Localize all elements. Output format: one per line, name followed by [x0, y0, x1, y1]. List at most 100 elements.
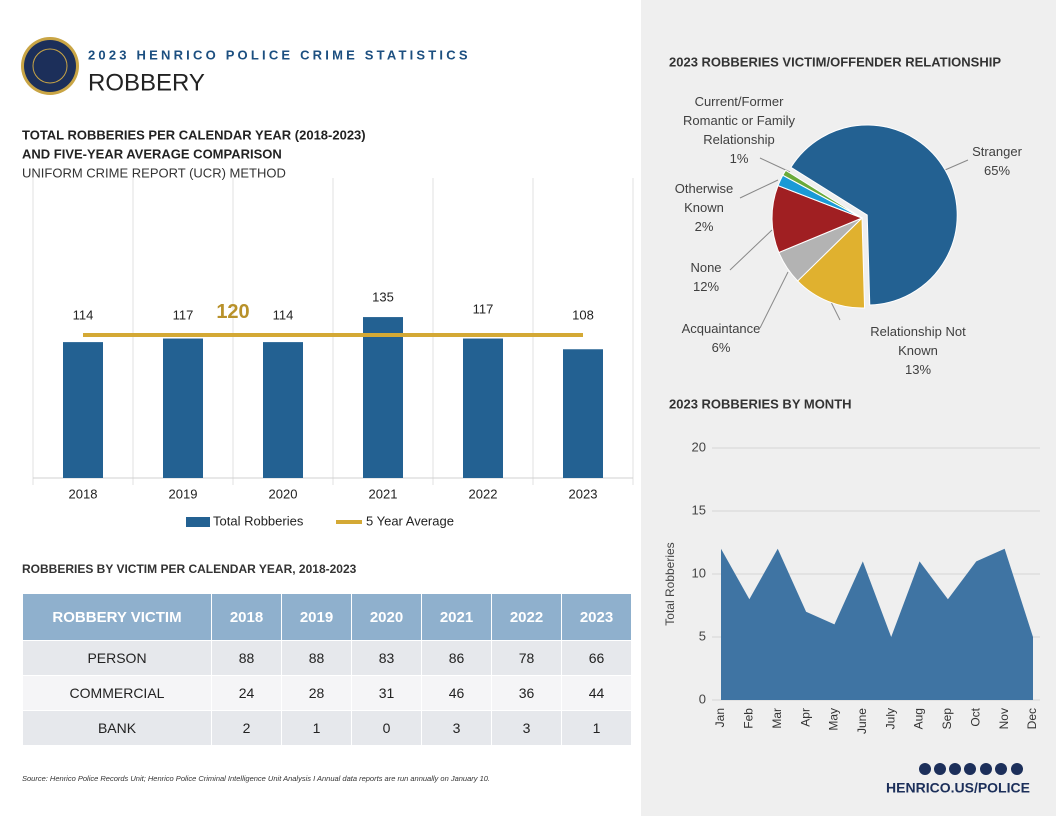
page-subtitle: 2023 HENRICO POLICE CRIME STATISTICS — [88, 47, 471, 62]
pie-label: Current/Former Romantic or Family Relati… — [669, 92, 809, 168]
pie-category: Otherwise Known — [674, 181, 734, 215]
pie-percent: 1% — [729, 151, 749, 166]
bar — [63, 342, 103, 478]
chart-title: AND FIVE-YEAR AVERAGE COMPARISON — [22, 146, 282, 161]
table-cell: BANK — [23, 710, 212, 745]
column-header: 2021 — [421, 594, 492, 641]
legend-swatch — [186, 517, 210, 527]
table-cell: COMMERCIAL — [23, 675, 212, 711]
legend-label: 5 Year Average — [366, 513, 454, 528]
table-cell: 3 — [491, 710, 562, 745]
table-header: ROBBERY VICTIM 2018 2019 2020 2021 2022 2023 — [23, 594, 632, 641]
table-body: PERSON 88 88 83 86 78 66 COMMERCIAL 24 28 31 46 36 44… — [23, 640, 632, 745]
pie-label: None 12% — [676, 258, 736, 296]
x-tick-label: Nov — [997, 708, 1011, 729]
table-cell: 88 — [281, 640, 352, 676]
value-label: 117 — [473, 301, 494, 316]
bar — [363, 317, 403, 478]
pie-leaders — [729, 157, 969, 329]
pie-label: Relationship Not Known 13% — [858, 322, 978, 379]
chart-subtitle: UNIFORM CRIME REPORT (UCR) METHOD — [22, 165, 286, 180]
column-header: 2023 — [561, 594, 632, 641]
table-cell: 28 — [281, 675, 352, 711]
x-tick-label: Oct — [968, 707, 982, 726]
y-axis-label: Total Robberies — [663, 542, 677, 625]
column-header: 2019 — [281, 594, 352, 641]
table-cell: 88 — [211, 640, 282, 676]
x-tick-label: 2020 — [269, 486, 298, 501]
bar — [463, 338, 503, 478]
table-cell: 2 — [211, 710, 282, 745]
table-cell: 83 — [351, 640, 422, 676]
x-tick-label: 2022 — [469, 486, 498, 501]
table-cell: 0 — [351, 710, 422, 745]
x-tick-label: Apr — [798, 708, 812, 727]
table-cell: 24 — [211, 675, 282, 711]
area — [721, 548, 1033, 700]
source-note: Source: Henrico Police Records Unit; Hen… — [22, 774, 490, 783]
x-tick-label: Mar — [770, 708, 784, 729]
x-tick-label: Sep — [940, 708, 954, 730]
pie-percent: 2% — [694, 219, 714, 234]
value-label: 114 — [73, 307, 94, 322]
table-cell: 78 — [491, 640, 562, 676]
pie-category: Current/Former Romantic or Family Relati… — [683, 94, 795, 147]
pie-percent: 13% — [904, 362, 932, 377]
bar — [163, 338, 203, 478]
pie-slice — [782, 169, 863, 219]
column-header: 2020 — [351, 594, 422, 641]
x-tick-label: 2023 — [569, 486, 598, 501]
logo — [24, 40, 76, 92]
chart-title: 2023 ROBBERIES VICTIM/OFFENDER RELATIONS… — [669, 54, 1001, 69]
social-icons — [919, 763, 1023, 775]
pie-category: Relationship Not Known — [870, 324, 966, 358]
table-cell: 3 — [421, 710, 492, 745]
average-label: 120 — [216, 301, 249, 323]
pie-percent: 12% — [692, 279, 720, 294]
x-tick-label: June — [855, 708, 869, 734]
chart-title: TOTAL ROBBERIES PER CALENDAR YEAR (2018-… — [22, 127, 366, 142]
value-label: 108 — [572, 307, 594, 322]
pie-slice — [771, 184, 864, 254]
column-header: 2022 — [491, 594, 562, 641]
value-label: 117 — [173, 307, 194, 322]
column-header: ROBBERY VICTIM — [23, 594, 212, 641]
x-tick-label: May — [827, 708, 841, 731]
y-tick-label: 5 — [699, 628, 706, 643]
y-tick-label: 0 — [699, 691, 706, 706]
legend-label: Total Robberies — [213, 513, 304, 528]
chart-title: 2023 ROBBERIES BY MONTH — [669, 396, 852, 411]
pie-percent: 65% — [983, 163, 1011, 178]
x-tick-label: 2019 — [169, 486, 198, 501]
x-tick-label: July — [883, 708, 897, 729]
y-tick-label: 15 — [692, 502, 706, 517]
table-row: PERSON 88 88 83 86 78 66 — [23, 640, 632, 676]
pie-label: Otherwise Known 2% — [664, 179, 744, 236]
x-tick-label: Jan — [713, 708, 727, 727]
table-title: ROBBERIES BY VICTIM PER CALENDAR YEAR, 2… — [22, 562, 357, 576]
pie-slice — [790, 124, 958, 306]
site-url[interactable]: HENRICO.US/POLICE — [886, 780, 1030, 796]
bar — [563, 349, 603, 478]
table-cell: 31 — [351, 675, 422, 711]
data-table: ROBBERY VICTIM 2018 2019 2020 2021 2022 2023 P… — [23, 594, 632, 745]
table-cell: 1 — [561, 710, 632, 745]
x-tick-label: 2021 — [369, 486, 398, 501]
pie-category: Acquaintance — [681, 321, 761, 336]
column-header: 2018 — [211, 594, 282, 641]
pie-slice — [796, 216, 866, 309]
x-tick-label: Feb — [742, 708, 756, 729]
page-title: ROBBERY — [88, 69, 205, 96]
table-cell: 36 — [491, 675, 562, 711]
logo-inner — [32, 48, 68, 84]
table-row: BANK 2 1 0 3 3 1 — [23, 710, 632, 745]
table-cell: 66 — [561, 640, 632, 676]
pie-category: Stranger — [972, 144, 1022, 159]
table-cell: PERSON — [23, 640, 212, 676]
pie-percent: 6% — [711, 340, 731, 355]
value-label: 114 — [273, 307, 294, 322]
x-tick-label: Dec — [1025, 708, 1039, 729]
value-label: 135 — [372, 290, 394, 305]
